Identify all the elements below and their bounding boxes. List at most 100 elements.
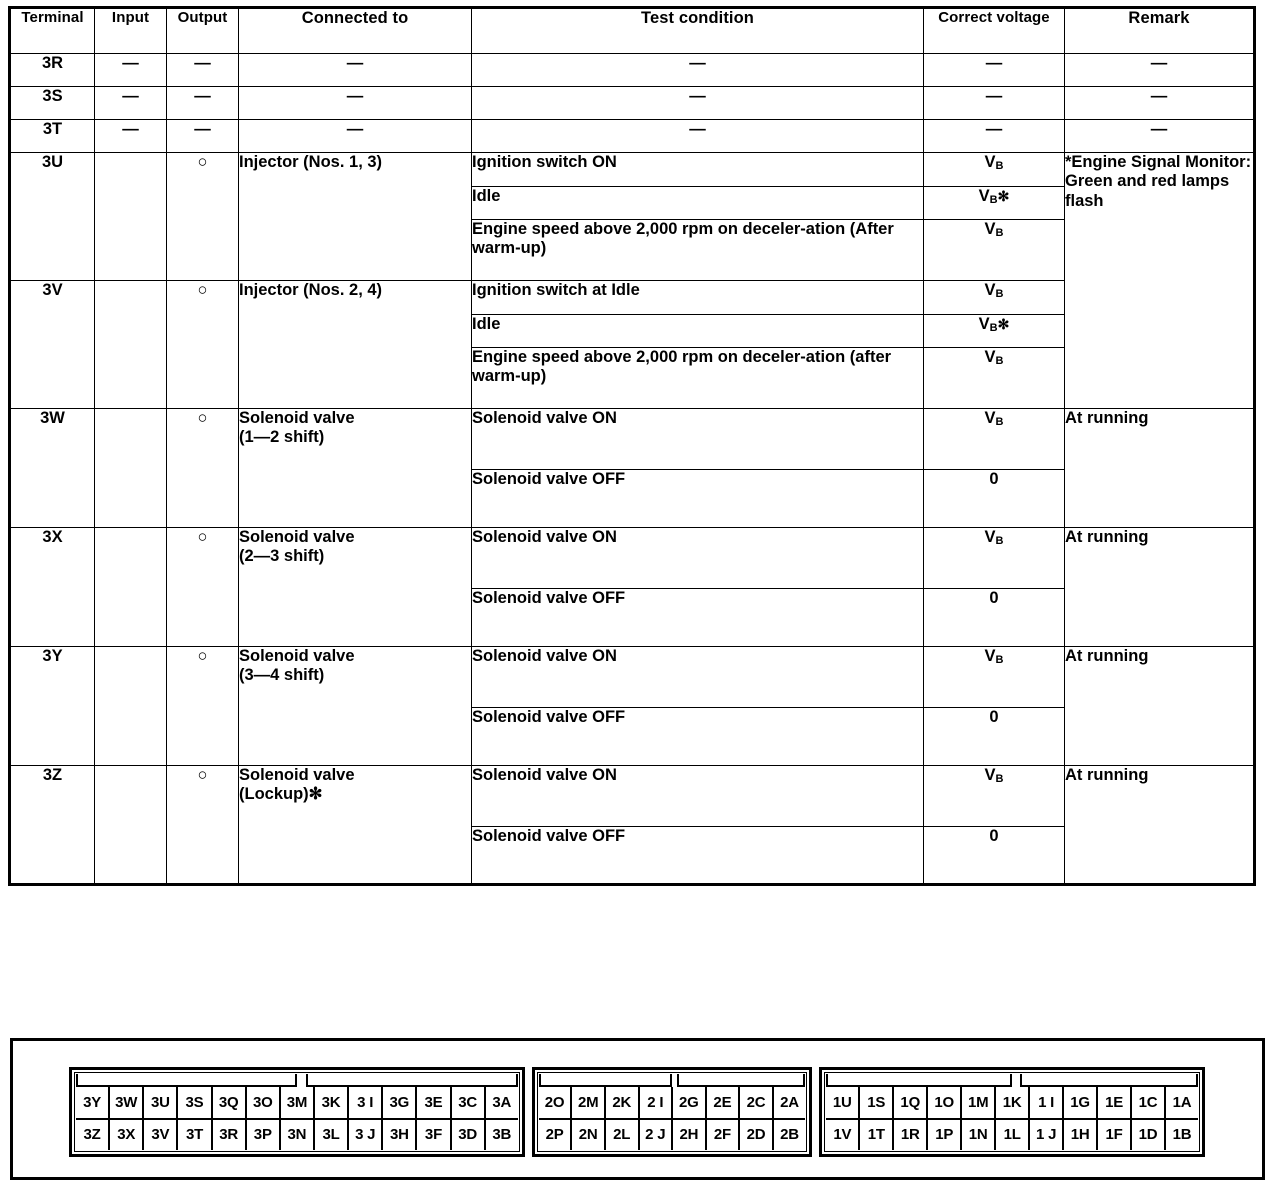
connector-locking-tab-strip (76, 1074, 518, 1087)
connector-locking-tab-strip (826, 1074, 1198, 1087)
connector-pin-3H[interactable]: 3H (389, 1126, 409, 1144)
voltage-footnote-mark: ✻ (997, 188, 1010, 204)
connector-pin-1C[interactable]: 1C (1132, 1087, 1164, 1120)
connector-pin-column: 2M 2N (572, 1087, 606, 1150)
connector-pin-3C[interactable]: 3C (451, 1087, 484, 1120)
connector-pin-column: 1M 1N (962, 1087, 997, 1150)
connector-pin-3V[interactable]: 3V (151, 1126, 170, 1144)
connector-pin-2F[interactable]: 2F (713, 1126, 731, 1144)
connector-pin-3D[interactable]: 3D (458, 1126, 477, 1144)
connector-pin-2K[interactable]: 2K (605, 1087, 638, 1120)
cell-connected-to: Solenoid valve (2—3 shift) (238, 527, 472, 647)
cell-correct-voltage: — (923, 119, 1065, 153)
connector-pin-1M[interactable]: 1M (962, 1087, 995, 1120)
connector-pin-2P[interactable]: 2P (545, 1126, 564, 1144)
connector-pin-3L[interactable]: 3L (322, 1126, 340, 1144)
connector-pin-1U[interactable]: 1U (826, 1087, 859, 1120)
connector-pin-column: 2O 2P (538, 1087, 573, 1150)
column-header-output: Output (166, 7, 239, 54)
connector-pin-2I[interactable]: 2 I (639, 1087, 672, 1120)
connector-pin-3X[interactable]: 3X (117, 1126, 136, 1144)
connector-pin-3U[interactable]: 3U (144, 1087, 177, 1120)
connector-pin-1O[interactable]: 1O (928, 1087, 961, 1120)
connector-pin-3E[interactable]: 3E (417, 1087, 450, 1120)
connector-pin-3P[interactable]: 3P (253, 1126, 272, 1144)
connector-pin-1N[interactable]: 1N (968, 1126, 988, 1144)
connector-pin-1A[interactable]: 1A (1166, 1087, 1198, 1120)
cell-test-condition: — (471, 86, 924, 120)
connector-pin-3O[interactable]: 3O (246, 1087, 279, 1120)
connector-pin-grid: 3Y 3Z 3W 3X 3U 3V 3S 3T 3Q 3R 3O 3P 3M 3N 3K 3L 3 I 3 J 3G… (76, 1087, 518, 1150)
connector-tab-notch-2 (1019, 1074, 1198, 1087)
connector-pin-2A[interactable]: 2A (773, 1087, 806, 1120)
connector-pin-1J[interactable]: 1 J (1035, 1126, 1057, 1144)
connector-pin-3Y[interactable]: 3Y (76, 1087, 109, 1120)
connector-pin-2E[interactable]: 2E (706, 1087, 739, 1120)
connector-pin-2G[interactable]: 2G (673, 1087, 705, 1120)
connector-pin-3Z[interactable]: 3Z (83, 1126, 101, 1144)
connector-pin-column: 3G 3H (383, 1087, 418, 1150)
cell-correct-voltage: 0 (923, 826, 1065, 885)
connector-pin-3F[interactable]: 3F (424, 1126, 443, 1144)
connector-pin-3B[interactable]: 3B (492, 1126, 512, 1144)
connector-pin-3R[interactable]: 3R (219, 1126, 239, 1144)
connector-pin-1T[interactable]: 1T (867, 1126, 885, 1144)
table-row: Idle VB✻ (10, 314, 1255, 348)
cell-input: — (94, 86, 167, 120)
connector-pin-3G[interactable]: 3G (383, 1087, 416, 1120)
cell-terminal: 3T (9, 119, 95, 153)
connector-pin-3I[interactable]: 3 I (349, 1087, 382, 1120)
cell-correct-voltage: VB (923, 219, 1065, 281)
voltage-subscript: B (995, 288, 1004, 300)
connector-pin-2B[interactable]: 2B (780, 1126, 799, 1144)
connector-pin-1I[interactable]: 1 I (1030, 1087, 1063, 1120)
connector-pin-3W[interactable]: 3W (110, 1087, 143, 1120)
connector-pin-1F[interactable]: 1F (1105, 1126, 1123, 1144)
table-row: 3X ○ Solenoid valve (2—3 shift) Solenoid … (9, 527, 1255, 647)
connector-pin-3M[interactable]: 3M (280, 1087, 313, 1120)
connector-pin-1S[interactable]: 1S (860, 1087, 893, 1120)
connector-pin-column: 1A 1B (1166, 1087, 1198, 1150)
cell-correct-voltage: VB (923, 347, 1065, 409)
connector-pin-1R[interactable]: 1R (900, 1126, 920, 1144)
connector-pin-3T[interactable]: 3T (185, 1126, 204, 1144)
connector-pin-3S[interactable]: 3S (178, 1087, 211, 1120)
connector-pin-3A[interactable]: 3A (485, 1087, 518, 1120)
cell-test-condition: Idle (471, 314, 924, 348)
connector-pin-3Q[interactable]: 3Q (212, 1087, 245, 1120)
connector-pin-1D[interactable]: 1D (1138, 1126, 1158, 1144)
table-row: Solenoid valve OFF 0 (10, 469, 1255, 528)
connector-pin-1H[interactable]: 1H (1070, 1126, 1090, 1144)
connector-pin-3K[interactable]: 3K (314, 1087, 348, 1120)
connector-pin-2D[interactable]: 2D (746, 1126, 766, 1144)
connector-pin-2J[interactable]: 2 J (645, 1126, 666, 1144)
connector-pin-2O[interactable]: 2O (538, 1087, 571, 1120)
connector-pin-2C[interactable]: 2C (740, 1087, 772, 1120)
connector-pin-1K[interactable]: 1K (996, 1087, 1029, 1120)
column-header-test-condition: Test condition (471, 7, 924, 54)
cell-output: ○ (166, 646, 239, 766)
voltage-value: V (978, 315, 990, 333)
connector-pin-2N[interactable]: 2N (578, 1126, 598, 1144)
connector-pin-column: 1S 1T (860, 1087, 895, 1150)
cell-connected-to: Solenoid valve (3—4 shift) (238, 646, 472, 766)
connector-pin-2M[interactable]: 2M (572, 1087, 604, 1120)
connector-pin-1G[interactable]: 1G (1064, 1087, 1097, 1120)
connector-pin-1V[interactable]: 1V (833, 1126, 852, 1144)
connector-pin-3N[interactable]: 3N (287, 1126, 307, 1144)
connector-pin-1L[interactable]: 1L (1003, 1126, 1021, 1144)
connector-pin-1E[interactable]: 1E (1098, 1087, 1131, 1120)
connector-pin-2H[interactable]: 2H (679, 1126, 699, 1144)
connector-pin-3J[interactable]: 3 J (355, 1126, 376, 1144)
connector-pin-1B[interactable]: 1B (1172, 1126, 1192, 1144)
cell-correct-voltage: 0 (923, 469, 1065, 528)
voltage-value: V (984, 153, 996, 171)
connector-pin-1P[interactable]: 1P (935, 1126, 954, 1144)
connector-pin-column: 1O 1P (928, 1087, 963, 1150)
connector-pin-1Q[interactable]: 1Q (894, 1087, 927, 1120)
connector-pin-2L[interactable]: 2L (613, 1126, 631, 1144)
connected-to-line-1: Solenoid valve (239, 647, 355, 665)
cell-correct-voltage: VB (923, 765, 1065, 827)
